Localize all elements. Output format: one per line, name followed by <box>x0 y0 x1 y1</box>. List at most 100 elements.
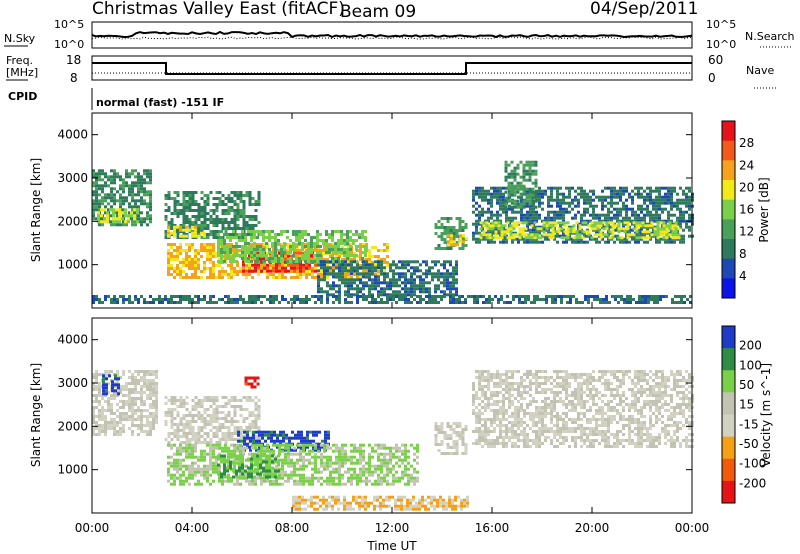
data-cell <box>529 213 532 217</box>
data-cell <box>407 260 410 264</box>
data-cell <box>203 432 207 435</box>
data-cell <box>505 213 508 217</box>
data-cell <box>194 473 197 477</box>
data-cell <box>206 476 209 480</box>
data-cell <box>323 275 326 279</box>
data-cell <box>556 210 559 214</box>
data-cell <box>227 402 231 405</box>
data-cell <box>203 455 206 459</box>
data-cell <box>359 249 362 252</box>
data-cell <box>227 295 230 298</box>
data-cell <box>92 430 95 433</box>
data-cell <box>224 295 227 298</box>
data-cell <box>119 385 122 388</box>
data-cell <box>173 423 177 426</box>
data-cell <box>302 269 305 273</box>
data-cell <box>200 191 204 194</box>
data-cell <box>112 208 115 212</box>
nsky-label: N.Sky <box>4 32 36 45</box>
data-cell <box>170 197 174 200</box>
data-cell <box>245 194 249 197</box>
data-cell <box>574 216 577 220</box>
data-cell <box>197 227 201 230</box>
data-cell <box>679 240 682 244</box>
data-cell <box>257 438 261 441</box>
data-cell <box>304 233 307 236</box>
data-cell <box>251 411 255 414</box>
data-cell <box>371 287 374 291</box>
data-cell <box>152 424 155 427</box>
data-cell <box>131 382 134 385</box>
data-cell <box>229 257 232 260</box>
data-cell <box>650 233 654 237</box>
data-cell <box>665 230 669 234</box>
data-cell <box>242 452 245 456</box>
data-cell <box>650 298 653 301</box>
data-cell <box>167 273 170 276</box>
data-cell <box>206 276 209 279</box>
data-cell <box>107 175 110 179</box>
data-cell <box>116 409 119 412</box>
data-cell <box>490 213 493 217</box>
data-cell <box>604 204 607 208</box>
data-cell <box>320 301 323 304</box>
data-cell <box>450 234 453 238</box>
data-cell <box>673 201 676 205</box>
data-cell <box>410 293 413 297</box>
nave-label: Nave <box>746 64 774 77</box>
data-cell <box>292 254 295 257</box>
data-cell <box>404 290 407 294</box>
data-cell <box>250 254 253 257</box>
data-cell <box>515 295 518 298</box>
data-cell <box>637 216 640 220</box>
data-cell <box>307 260 310 263</box>
data-cell <box>143 379 146 382</box>
data-cell <box>304 251 307 254</box>
data-cell <box>344 260 347 264</box>
data-cell <box>419 295 422 298</box>
data-cell <box>449 260 452 264</box>
data-cell <box>497 236 501 240</box>
data-cell <box>146 172 149 176</box>
data-cell <box>146 421 149 424</box>
data-cell <box>203 411 207 414</box>
data-cell <box>443 260 446 264</box>
data-cell <box>167 414 171 417</box>
data-cell <box>637 207 640 211</box>
data-cell <box>647 230 651 234</box>
data-cell <box>206 255 209 258</box>
data-cell <box>425 287 428 291</box>
data-cell <box>263 246 266 249</box>
data-cell <box>304 260 307 263</box>
data-cell <box>238 233 241 236</box>
data-cell <box>125 196 128 200</box>
data-cell <box>119 415 122 418</box>
data-cell <box>119 199 122 203</box>
data-cell <box>490 204 493 208</box>
data-cell <box>449 287 452 291</box>
data-cell <box>95 184 98 188</box>
data-cell <box>152 412 155 415</box>
data-cell <box>316 245 319 248</box>
data-cell <box>371 255 374 258</box>
data-cell <box>143 181 146 185</box>
data-cell <box>101 418 104 421</box>
data-cell <box>334 257 337 260</box>
data-cell <box>248 215 252 218</box>
data-cell <box>664 201 667 205</box>
data-cell <box>152 400 155 403</box>
data-cell <box>513 175 517 179</box>
data-cell <box>212 411 216 414</box>
data-cell <box>125 403 128 406</box>
data-cell <box>182 276 185 279</box>
data-cell <box>206 236 210 239</box>
data-cell <box>502 195 505 199</box>
data-cell <box>449 229 453 232</box>
data-cell <box>242 221 246 224</box>
data-cell <box>197 295 200 298</box>
data-cell <box>218 446 221 450</box>
data-cell <box>116 403 119 406</box>
data-cell <box>101 415 104 418</box>
data-cell <box>95 172 98 176</box>
data-cell <box>149 433 152 436</box>
